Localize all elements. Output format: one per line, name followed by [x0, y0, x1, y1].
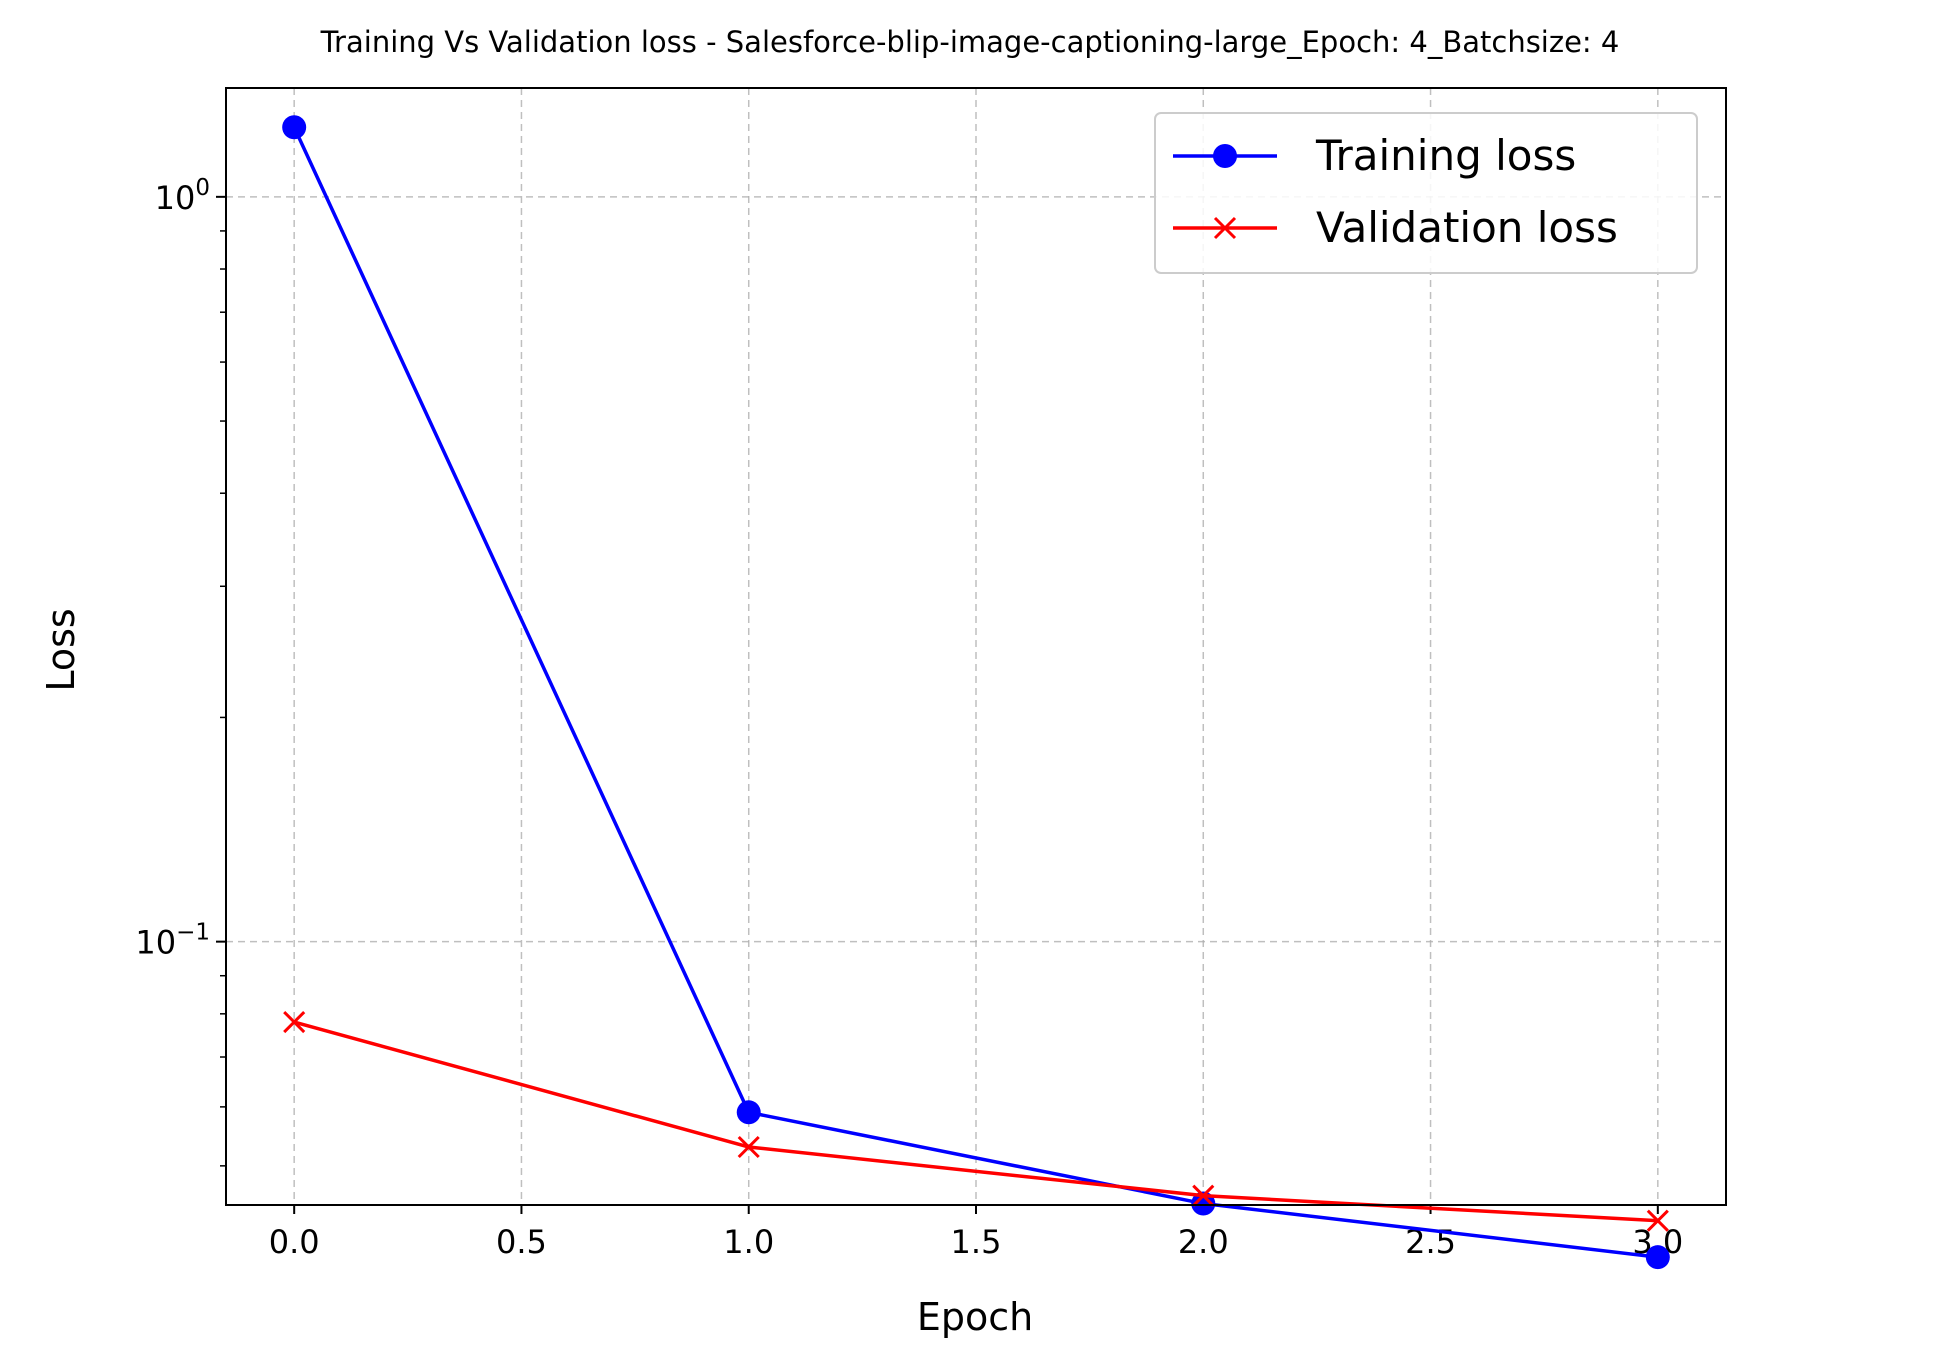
legend: Training loss Validation loss — [1154, 112, 1698, 274]
x-tick-label: 1.5 — [951, 1223, 1002, 1261]
plot-frame — [225, 87, 1727, 1206]
grid — [226, 88, 1726, 1205]
series-line-0 — [292, 126, 1659, 1259]
data-point-x — [1646, 1209, 1669, 1232]
y-tick-label: 10−1 — [135, 920, 210, 962]
x-tick-label: 0.5 — [496, 1223, 547, 1261]
x-axis-label: Epoch — [917, 1295, 1033, 1339]
data-point-circle — [736, 1100, 761, 1125]
data-point-x — [1192, 1184, 1215, 1207]
series-line-1 — [293, 1020, 1658, 1223]
data-point-circle — [282, 115, 307, 140]
x-tick-label: 0.0 — [269, 1223, 320, 1261]
legend-label: Validation loss — [1316, 203, 1618, 252]
legend-marker-x — [1213, 216, 1237, 240]
y-tick-label: 100 — [155, 175, 210, 217]
x-axis: 0.0 0.5 1.0 1.5 2.0 2.5 3.0 — [269, 1205, 1683, 1261]
x-tick-label: 2.0 — [1178, 1223, 1229, 1261]
legend-box — [1154, 112, 1698, 274]
data-point-x — [737, 1135, 760, 1159]
y-axis-label: Loss — [39, 608, 83, 691]
legend-marker-circle — [1213, 144, 1237, 168]
y-axis: 100 10−1 — [135, 175, 226, 962]
x-tick-label: 1.0 — [723, 1223, 774, 1261]
legend-label: Training loss — [1315, 131, 1576, 180]
series — [282, 115, 1670, 1270]
data-point-circle — [1645, 1245, 1670, 1270]
data-point-x — [283, 1010, 306, 1034]
chart-title: Training Vs Validation loss - Salesforce… — [320, 25, 1620, 59]
